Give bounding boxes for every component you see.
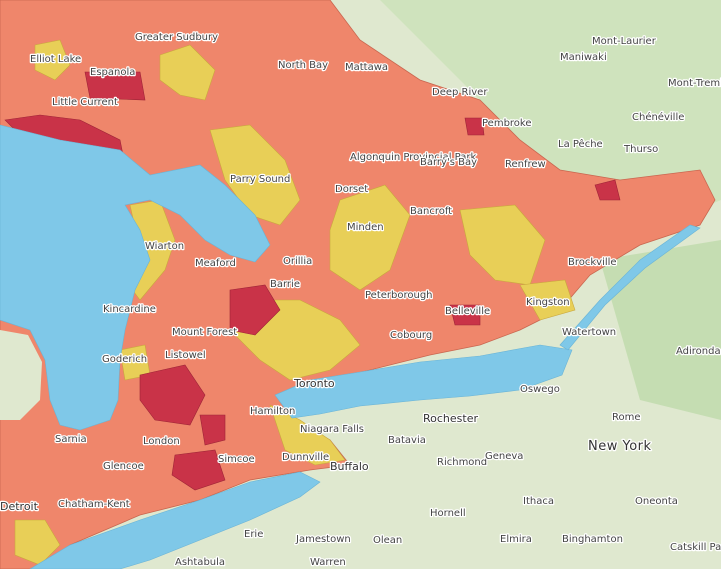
place-label: Oneonta	[635, 496, 678, 507]
place-label: Rochester	[423, 412, 478, 425]
place-label: Peterborough	[365, 290, 433, 301]
place-label: Mont-Tremblant	[668, 78, 721, 89]
place-label: Warren	[310, 557, 346, 568]
place-label: Thurso	[623, 144, 658, 155]
place-label: Erie	[244, 529, 263, 540]
place-label: Ithaca	[523, 496, 554, 507]
place-label: Watertown	[562, 327, 616, 338]
place-label: Geneva	[485, 451, 523, 462]
place-label: Detroit	[0, 500, 39, 513]
forest-land	[600, 240, 721, 420]
place-label: Elliot Lake	[30, 54, 81, 65]
place-label: London	[143, 436, 180, 447]
place-label: Meaford	[195, 258, 236, 269]
place-label: Orillia	[283, 256, 312, 267]
place-label: La Pêche	[558, 138, 603, 150]
place-label: Olean	[373, 535, 402, 546]
place-label: Deep River	[432, 87, 488, 98]
place-label: Barry's Bay	[420, 157, 477, 168]
place-label: Mattawa	[345, 62, 388, 73]
place-label: North Bay	[278, 60, 328, 71]
place-label: Goderich	[102, 354, 147, 365]
place-label: Kingston	[526, 297, 570, 308]
place-label: Bancroft	[410, 206, 452, 217]
place-label: Simcoe	[218, 454, 255, 465]
place-label: Ashtabula	[175, 557, 225, 568]
place-label: Catskill Park	[670, 542, 721, 553]
place-labels: Elliot Lake Espanola Greater Sudbury North …	[0, 31, 721, 569]
place-label: Glencoe	[103, 461, 144, 472]
place-label: Chatham-Kent	[58, 499, 130, 510]
forest-land	[380, 0, 721, 230]
lakes	[0, 124, 701, 569]
place-label: Cobourg	[390, 330, 432, 341]
place-label: Buffalo	[330, 460, 369, 473]
place-label: Renfrew	[505, 159, 546, 170]
place-label: Parry Sound	[230, 174, 290, 185]
place-label: Greater Sudbury	[135, 32, 218, 43]
place-label: Toronto	[293, 377, 335, 390]
place-label: Barrie	[270, 279, 300, 290]
place-label: Belleville	[445, 306, 490, 317]
place-label: Brockville	[568, 257, 617, 268]
place-label: Sarnia	[55, 434, 87, 445]
place-label: Elmira	[500, 534, 532, 545]
place-label: Richmond	[437, 457, 487, 468]
place-label: Binghamton	[562, 534, 623, 545]
place-label: Minden	[347, 222, 384, 233]
place-label: Wiarton	[145, 241, 184, 252]
place-label: Maniwaki	[560, 52, 607, 63]
place-label: Pembroke	[482, 118, 532, 129]
place-label: Hornell	[430, 508, 466, 519]
place-label: Niagara Falls	[300, 424, 364, 435]
place-label: Mount Forest	[172, 327, 237, 338]
place-label: New York	[588, 439, 652, 454]
place-label: Dunnville	[282, 452, 329, 463]
place-label: Jamestown	[295, 534, 351, 545]
place-label: Little Current	[52, 97, 118, 108]
place-label: Algonquin Provincial Park	[350, 152, 476, 163]
place-label: Espanola	[90, 67, 135, 78]
place-label: Kincardine	[103, 304, 156, 315]
place-label: Dorset	[335, 184, 368, 195]
place-label: Mont-Laurier	[592, 36, 657, 47]
place-label: Hamilton	[250, 406, 295, 417]
place-label: Adirondack	[676, 346, 721, 357]
place-label: Batavia	[388, 435, 426, 446]
place-label: Chénéville	[632, 111, 684, 123]
place-label: Listowel	[165, 350, 206, 361]
place-label: Rome	[612, 412, 641, 423]
place-label: Oswego	[520, 384, 560, 395]
